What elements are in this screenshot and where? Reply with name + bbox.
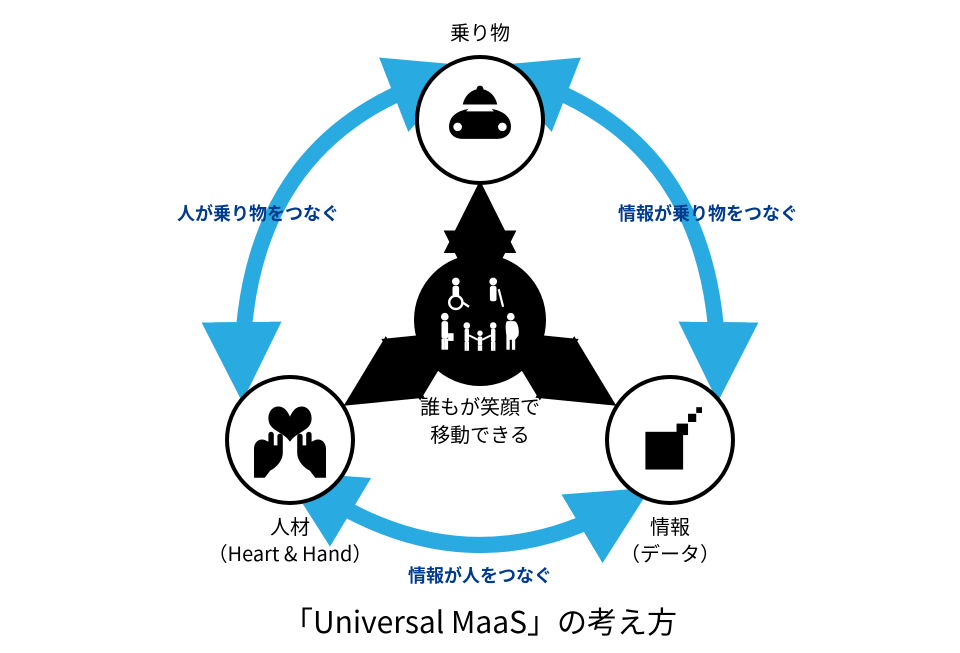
diagram-title: 「Universal MaaS」の考え方 — [180, 598, 780, 642]
node-people-label: 人材 （Heart & Hand） — [180, 512, 400, 566]
node-data-label: 情報 （データ） — [570, 512, 770, 566]
node-data-label-l2: （データ） — [620, 538, 720, 567]
data-icon — [629, 399, 711, 481]
center-label-l1: 誰もが笑顔で — [420, 391, 540, 420]
center-label-l2: 移動できる — [430, 419, 530, 448]
ring-arrow-top-right — [544, 86, 718, 378]
edge-label-top-right: 情報が乗り物をつなぐ — [598, 200, 818, 226]
people-group-icon — [425, 265, 535, 375]
vehicle-icon — [437, 77, 523, 163]
edge-label-top-left: 人が乗り物をつなぐ — [158, 200, 358, 226]
node-people-label-l2: （Heart & Hand） — [208, 538, 373, 567]
node-people — [225, 375, 355, 505]
edge-label-bottom: 情報が人をつなぐ — [380, 562, 580, 588]
node-data — [605, 375, 735, 505]
center-label: 誰もが笑顔で 移動できる — [380, 392, 580, 448]
heart-hands-icon — [245, 395, 335, 485]
node-center — [414, 254, 546, 386]
diagram-stage: 乗り物 人材 （Heart & Hand） — [0, 0, 960, 653]
node-vehicle — [415, 55, 545, 185]
node-people-label-l1: 人材 — [270, 511, 310, 540]
ring-arrow-top-left — [242, 86, 416, 378]
node-vehicle-label: 乗り物 — [380, 18, 580, 45]
node-data-label-l1: 情報 — [650, 511, 690, 540]
